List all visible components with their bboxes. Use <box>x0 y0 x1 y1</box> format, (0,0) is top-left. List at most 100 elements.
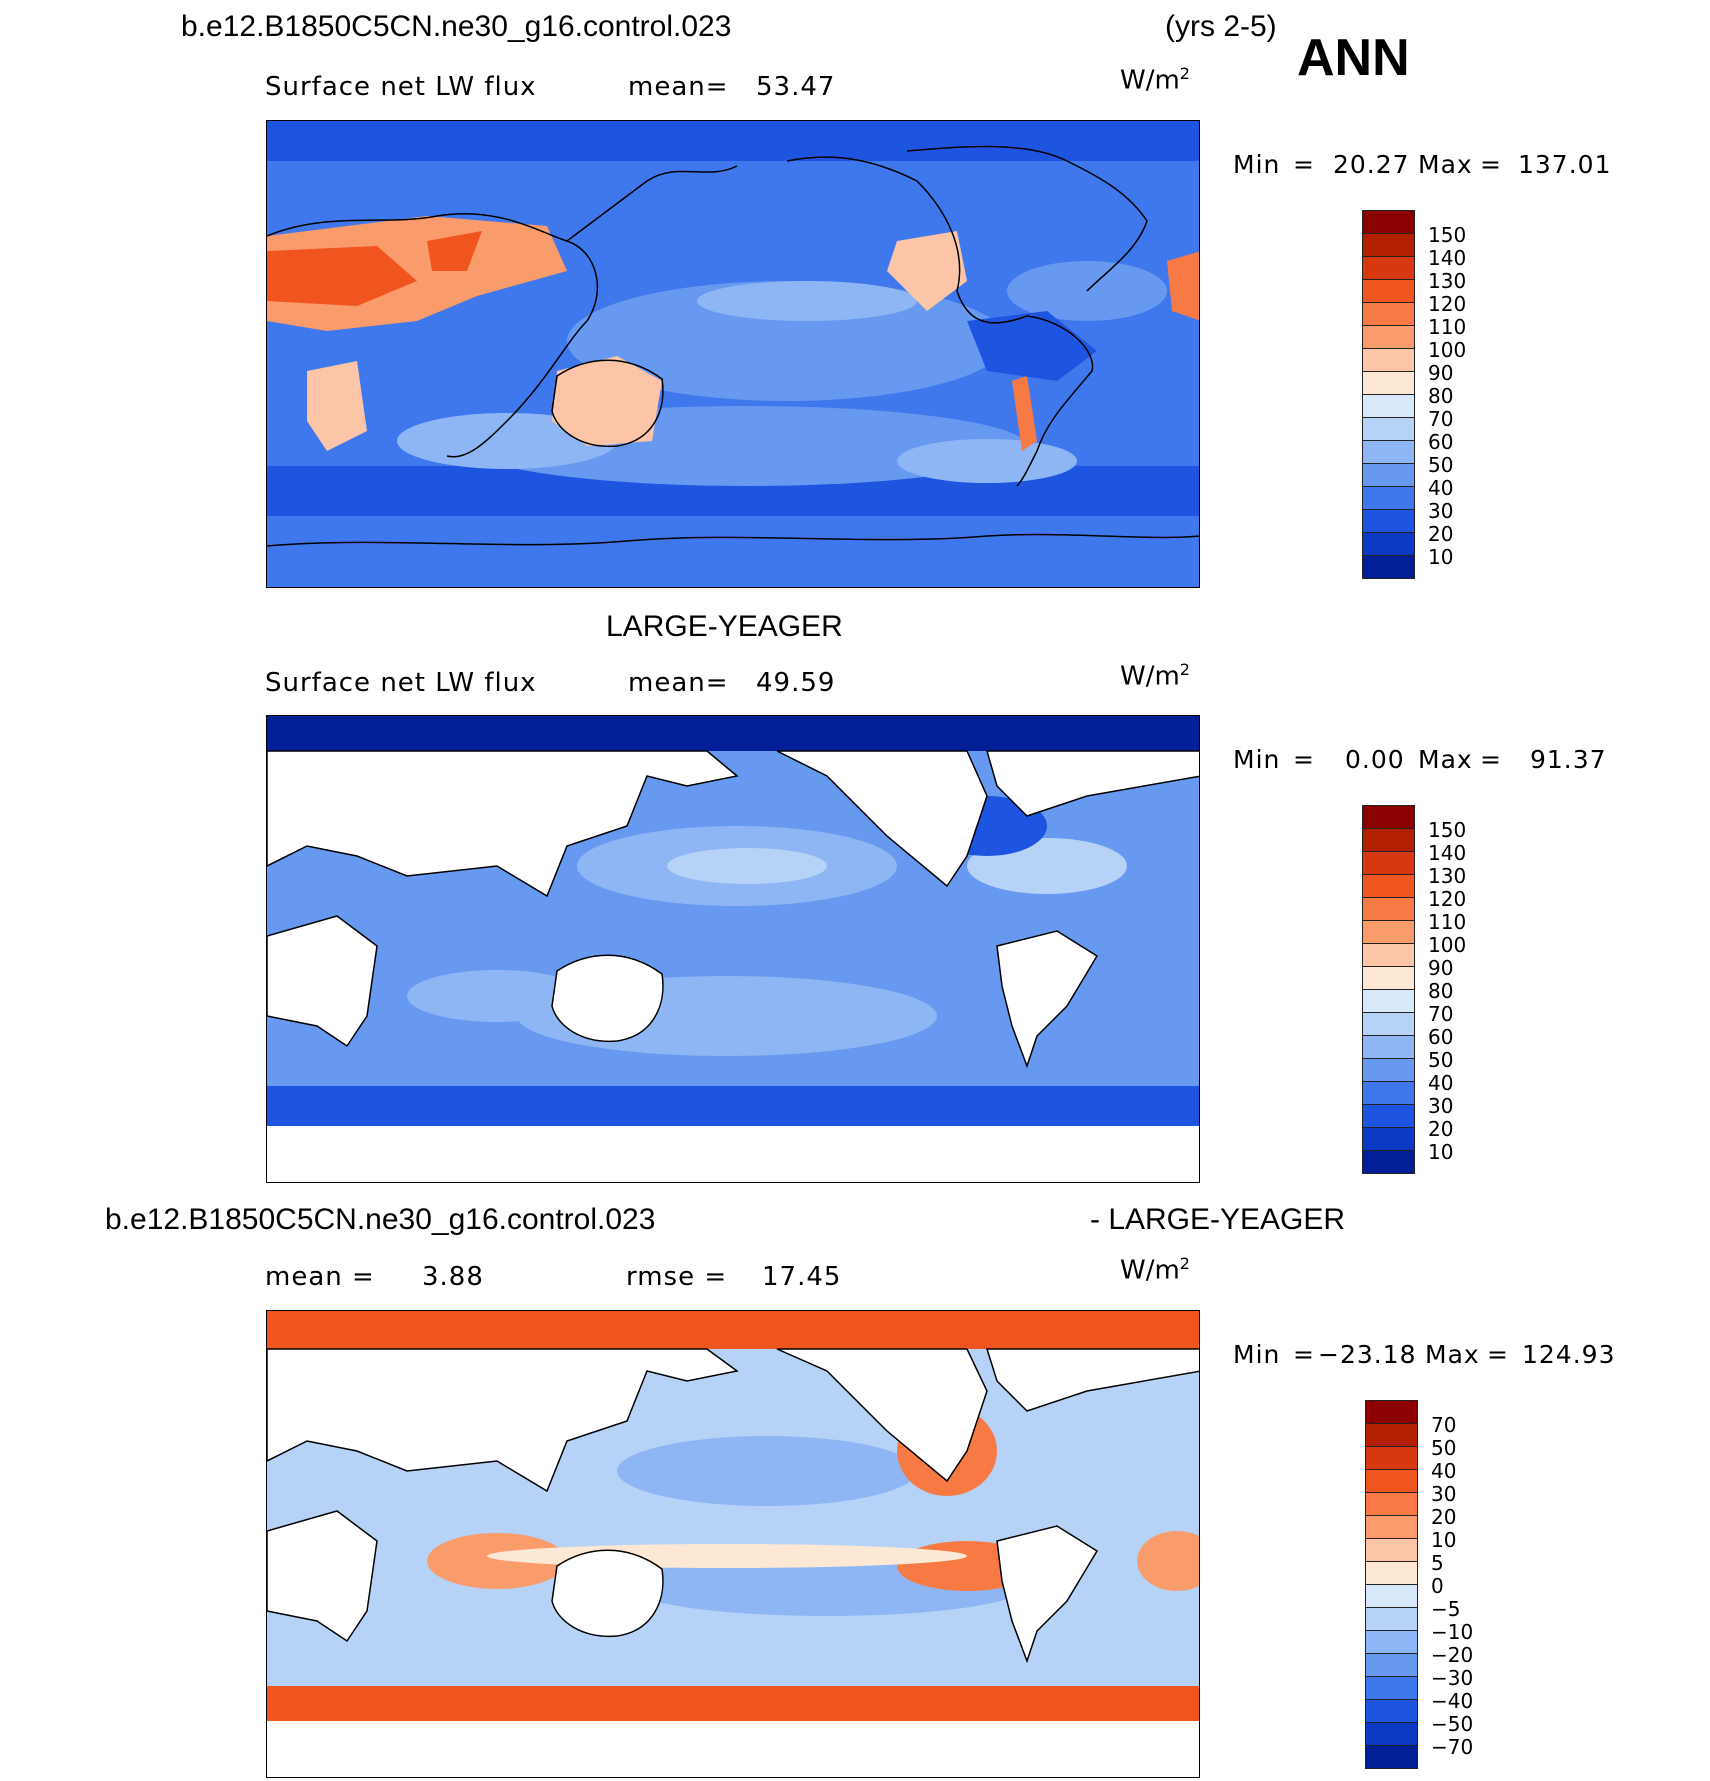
panel1-eq2: = <box>1480 150 1502 179</box>
colorbar-label: 30 <box>1428 1094 1454 1118</box>
colorbar-label: 140 <box>1428 246 1467 270</box>
colorbar-swatch <box>1365 1538 1418 1562</box>
colorbar-swatch <box>1362 851 1415 875</box>
colorbar-swatch <box>1362 1104 1415 1128</box>
panel3-title-right: - LARGE-YEAGER <box>1090 1203 1346 1236</box>
colorbar-swatch <box>1362 532 1415 556</box>
panel3-max-label: Max <box>1425 1340 1480 1369</box>
colorbar-swatch <box>1362 509 1415 533</box>
colorbar-swatch <box>1365 1515 1418 1539</box>
colorbar-label: 140 <box>1428 841 1467 865</box>
panel2-mean-value: 49.59 <box>756 668 836 698</box>
panel2-units: W/m2 <box>1120 660 1190 692</box>
panel3-units: W/m2 <box>1120 1254 1190 1286</box>
colorbar-label: 150 <box>1428 818 1467 842</box>
colorbar-label: 30 <box>1428 499 1454 523</box>
colorbar-swatch <box>1362 989 1415 1013</box>
colorbar-swatch <box>1362 279 1415 303</box>
colorbar-swatch <box>1365 1446 1418 1470</box>
panel1-variable: Surface net LW flux <box>265 72 537 102</box>
panel2-min-label: Min <box>1233 745 1281 774</box>
colorbar-swatch <box>1365 1653 1418 1677</box>
panel1-min-value: 20.27 <box>1333 150 1410 179</box>
colorbar-swatch <box>1362 1058 1415 1082</box>
colorbar-swatch <box>1362 555 1415 579</box>
panel2-title: LARGE-YEAGER <box>606 610 843 643</box>
colorbar-label: 130 <box>1428 269 1467 293</box>
colorbar-swatch <box>1362 486 1415 510</box>
colorbar-swatch <box>1362 1150 1415 1174</box>
colorbar-swatch <box>1362 966 1415 990</box>
colorbar-swatch <box>1362 1081 1415 1105</box>
panel3-rmse-label: rmse = <box>626 1262 728 1292</box>
panel1-colorbar: 150 140 130 120 110 100 90 80 70 60 50 40 30 20 10 <box>1362 210 1502 580</box>
colorbar-label: 10 <box>1428 1140 1454 1164</box>
colorbar-label: 20 <box>1428 522 1454 546</box>
panel2-mean-label: mean= <box>628 668 729 698</box>
colorbar-label: 70 <box>1428 1002 1454 1026</box>
colorbar-label: 100 <box>1428 338 1467 362</box>
panel2-eq1: = <box>1293 745 1315 774</box>
colorbar-label: 70 <box>1431 1413 1457 1437</box>
colorbar-label: −20 <box>1431 1643 1474 1667</box>
panel2-min-value: 0.00 <box>1345 745 1405 774</box>
panel3-eq1: = <box>1293 1340 1315 1369</box>
years-label: (yrs 2-5) <box>1165 10 1277 43</box>
colorbar-swatch <box>1362 1127 1415 1151</box>
colorbar-swatch <box>1362 943 1415 967</box>
colorbar-swatch <box>1365 1699 1418 1723</box>
colorbar-label: 100 <box>1428 933 1467 957</box>
colorbar-swatch <box>1365 1745 1418 1769</box>
colorbar-label: −70 <box>1431 1735 1474 1759</box>
colorbar-label: 10 <box>1428 545 1454 569</box>
colorbar-label: 70 <box>1428 407 1454 431</box>
panel1-mean-value: 53.47 <box>756 72 836 102</box>
colorbar-swatch <box>1362 874 1415 898</box>
panel1-map-field <box>267 121 1199 587</box>
colorbar-swatch <box>1362 325 1415 349</box>
colorbar-label: 90 <box>1428 956 1454 980</box>
colorbar-swatch <box>1365 1584 1418 1608</box>
colorbar-swatch <box>1365 1400 1418 1424</box>
colorbar-label: 20 <box>1431 1505 1457 1529</box>
colorbar-label: 40 <box>1431 1459 1457 1483</box>
colorbar-swatch <box>1362 394 1415 418</box>
colorbar-swatch <box>1362 440 1415 464</box>
colorbar-swatch <box>1362 805 1415 829</box>
panel3-colorbar: 70 50 40 30 20 10 5 0 −5 −10 −20 −30 −40 −50 −70 <box>1365 1400 1505 1770</box>
panel1-min-label: Min <box>1233 150 1281 179</box>
colorbar-label: 40 <box>1428 476 1454 500</box>
panel1-units: W/m2 <box>1120 64 1190 96</box>
panel3-mean-label: mean = <box>265 1262 375 1292</box>
panel2-map <box>266 715 1200 1183</box>
colorbar-swatch <box>1365 1676 1418 1700</box>
colorbar-label: −5 <box>1431 1597 1461 1621</box>
colorbar-label: 50 <box>1428 1048 1454 1072</box>
colorbar-label: 10 <box>1431 1528 1457 1552</box>
panel3-max-value: 124.93 <box>1522 1340 1616 1369</box>
panel1-max-value: 137.01 <box>1518 150 1612 179</box>
colorbar-label: 150 <box>1428 223 1467 247</box>
colorbar-label: −10 <box>1431 1620 1474 1644</box>
colorbar-label: 50 <box>1431 1436 1457 1460</box>
colorbar-label: 110 <box>1428 315 1467 339</box>
panel3-map-field <box>267 1311 1199 1777</box>
panel3-rmse-value: 17.45 <box>762 1262 842 1292</box>
panel3-eq2: = <box>1487 1340 1509 1369</box>
colorbar-label: 60 <box>1428 1025 1454 1049</box>
panel1-mean-label: mean= <box>628 72 729 102</box>
colorbar-swatch <box>1362 1035 1415 1059</box>
colorbar-swatch <box>1365 1630 1418 1654</box>
colorbar-swatch <box>1365 1561 1418 1585</box>
colorbar-label: 30 <box>1431 1482 1457 1506</box>
colorbar-swatch <box>1362 463 1415 487</box>
colorbar-label: 20 <box>1428 1117 1454 1141</box>
colorbar-label: −30 <box>1431 1666 1474 1690</box>
panel2-eq2: = <box>1480 745 1502 774</box>
colorbar-swatch <box>1362 417 1415 441</box>
panel2-max-label: Max <box>1418 745 1473 774</box>
panel3-map <box>266 1310 1200 1778</box>
colorbar-label: 130 <box>1428 864 1467 888</box>
colorbar-swatch <box>1362 233 1415 257</box>
colorbar-label: 120 <box>1428 292 1467 316</box>
